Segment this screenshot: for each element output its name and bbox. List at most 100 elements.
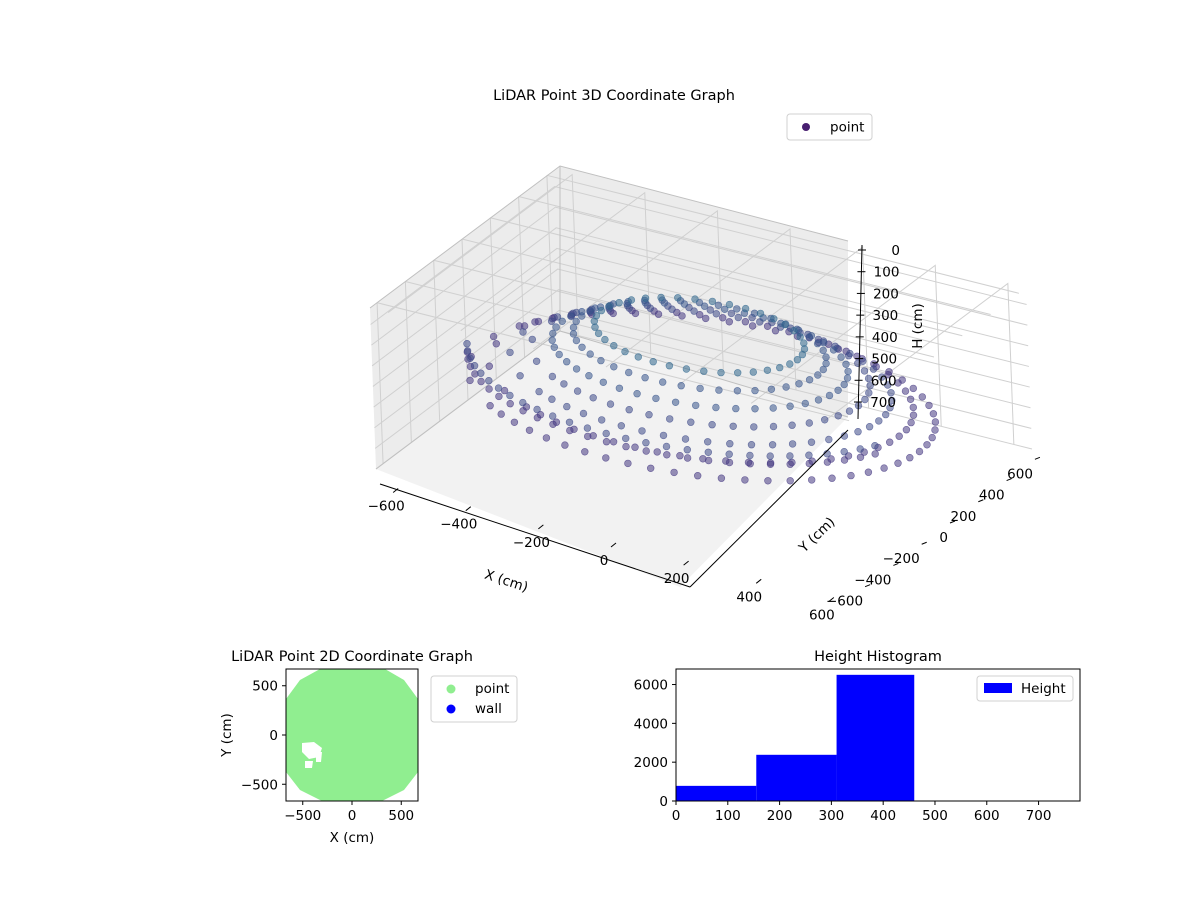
point-marker (888, 396, 896, 405)
point-marker (819, 339, 828, 347)
point-marker (915, 447, 924, 456)
point-marker (834, 386, 842, 394)
point-marker (547, 317, 556, 325)
h-axis-label-3d: H (cm) (910, 303, 926, 349)
h-ticks-3d: 0 100 200 300 400 500 600 700 (854, 243, 900, 411)
point-marker (519, 398, 527, 407)
point-marker (677, 382, 685, 390)
point-marker (601, 335, 609, 344)
h-tick-label-3d: 700 (870, 395, 896, 411)
grid-line-y-wall (461, 238, 469, 401)
grid-line-h (371, 206, 1028, 346)
point-marker (665, 415, 674, 423)
histogram-y-tick-label: 6000 (634, 678, 668, 694)
point-marker (871, 450, 879, 458)
point-marker (725, 458, 734, 467)
y-tick-label-2d: 0 (269, 728, 278, 744)
point-marker (500, 386, 509, 395)
grid-line-x (678, 246, 870, 409)
histogram-x-tick-label: 200 (767, 808, 793, 824)
point-marker (814, 371, 822, 379)
point-marker (506, 348, 514, 357)
histogram-x-tick-label: 500 (922, 808, 948, 824)
gap-region-2 (305, 761, 313, 768)
point-marker (657, 293, 665, 302)
point-marker (578, 343, 586, 351)
point-marker (497, 410, 505, 418)
point-marker (552, 323, 560, 331)
point-marker (605, 302, 613, 310)
point-marker (901, 387, 910, 395)
point-marker (534, 317, 543, 326)
point-marker (769, 422, 778, 431)
h-tick-label-3d: 500 (871, 352, 897, 368)
point-marker (931, 418, 940, 426)
point-marker (561, 441, 569, 449)
point-marker (727, 309, 736, 318)
point-marker (751, 386, 759, 395)
histogram-x-tick-label: 700 (1026, 808, 1052, 824)
grid-line-h (371, 227, 1029, 367)
point-marker (638, 427, 646, 435)
point-marker (519, 328, 527, 336)
point-marker (485, 362, 493, 370)
histogram-title: Height Histogram (814, 649, 942, 665)
point-marker (615, 299, 623, 307)
histogram-y-tick-label: 4000 (634, 716, 668, 732)
point-marker (805, 419, 813, 427)
point-marker (510, 418, 519, 426)
h-tick-label-3d: 100 (874, 265, 900, 281)
point-marker (658, 378, 667, 386)
point-marker (676, 452, 684, 460)
point-marker (663, 451, 671, 459)
point-marker (597, 306, 606, 315)
y-tick-label-2d: 500 (252, 679, 278, 695)
grid-line-x (750, 264, 942, 427)
point-marker (602, 438, 611, 446)
point-marker (805, 333, 813, 341)
point-marker (894, 379, 902, 387)
point-marker (902, 426, 911, 434)
point-marker (586, 350, 594, 358)
point-marker (790, 327, 798, 335)
point-marker (786, 460, 794, 468)
pane-floor (376, 331, 848, 587)
point-marker (706, 306, 714, 314)
point-marker (583, 424, 592, 432)
point-marker (683, 454, 692, 462)
point-marker (659, 431, 668, 440)
y-tick-mark-3d (1034, 456, 1041, 460)
ticks-2d: −500 0 500 −500 0 500 (241, 679, 414, 824)
point-marker (492, 340, 500, 348)
point-marker (866, 382, 874, 390)
grid-line-y-wall (433, 260, 441, 422)
point-marker (519, 407, 527, 415)
point-marker (718, 314, 727, 322)
point-marker (714, 301, 723, 309)
point-marker (548, 412, 557, 420)
point-marker (477, 369, 485, 377)
point-marker (693, 472, 702, 480)
point-marker (548, 336, 556, 344)
point-marker (631, 443, 639, 451)
point-marker (535, 387, 543, 396)
x-axis-label-2d: X (cm) (330, 830, 375, 846)
chart-3d: LiDAR Point 3D Coordinate Graph −600 −400… (368, 88, 1041, 623)
point-marker (856, 453, 865, 461)
grid-line-y-wall (489, 217, 497, 379)
point-marker (813, 339, 822, 348)
x-tick-label-2d: −500 (284, 808, 321, 824)
point-marker (844, 352, 853, 360)
histogram-ticks: 0 100 200 300 400 500 600 700 0 2000 4000 6000 (634, 678, 1052, 824)
point-marker (683, 446, 691, 454)
point-marker (756, 309, 765, 318)
point-marker (712, 403, 720, 412)
grid-line-y-wall (546, 175, 554, 337)
h-tick-label-3d: 600 (871, 373, 897, 389)
point-marker (786, 402, 794, 410)
y-tick-mark-3d (949, 520, 956, 524)
point-marker (566, 426, 574, 435)
x-tick-mark-3d (465, 506, 472, 512)
point-marker (865, 389, 873, 397)
